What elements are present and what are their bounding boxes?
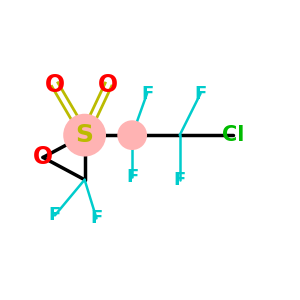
Text: O: O: [45, 73, 65, 97]
Text: F: F: [174, 171, 186, 189]
Text: O: O: [98, 73, 118, 97]
Text: S: S: [76, 123, 94, 147]
Circle shape: [117, 120, 147, 150]
Text: Cl: Cl: [222, 125, 244, 145]
Text: F: F: [90, 209, 103, 227]
Circle shape: [63, 114, 106, 157]
Text: F: F: [126, 168, 138, 186]
Text: F: F: [49, 206, 61, 224]
Text: F: F: [141, 85, 153, 103]
Text: O: O: [33, 146, 53, 170]
Text: F: F: [194, 85, 207, 103]
